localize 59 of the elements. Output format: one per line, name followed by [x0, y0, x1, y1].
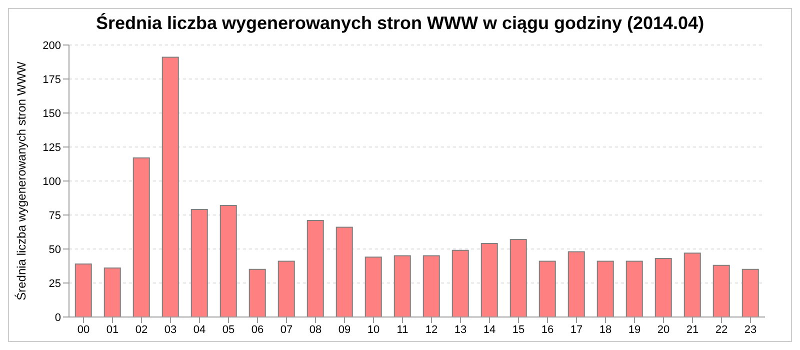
x-tick-label: 13 — [454, 324, 467, 336]
x-tick-label: 02 — [135, 324, 148, 336]
x-tick-label: 00 — [77, 324, 90, 336]
x-tick-label: 22 — [715, 324, 728, 336]
bar — [568, 251, 585, 317]
y-tick-label: 150 — [42, 108, 61, 120]
bar — [364, 256, 382, 317]
x-tick-label: 17 — [570, 324, 583, 336]
y-tick-label: 75 — [48, 210, 61, 222]
x-tick-label: 01 — [106, 324, 119, 336]
bar — [162, 56, 179, 317]
x-tick-label: 18 — [599, 324, 612, 336]
y-tick-label: 0 — [54, 312, 61, 324]
x-tick-label: 07 — [280, 324, 293, 336]
x-tick-label: 11 — [396, 324, 408, 336]
bar — [742, 268, 759, 317]
bar — [510, 238, 527, 317]
x-tick-label: 14 — [483, 324, 496, 336]
x-tick-label: 16 — [541, 324, 554, 336]
x-tick-label: 03 — [164, 324, 177, 336]
bar — [626, 260, 643, 317]
bar — [452, 250, 469, 317]
x-tick-label: 08 — [309, 324, 322, 336]
bar — [596, 260, 614, 317]
y-tick-label: 25 — [48, 278, 61, 290]
x-tick-label: 09 — [338, 324, 351, 336]
bar — [336, 226, 353, 317]
x-tick-label: 10 — [367, 324, 380, 336]
x-tick-label: 05 — [222, 324, 235, 336]
y-tick-label: 200 — [42, 40, 61, 52]
y-tick-label: 125 — [42, 142, 61, 154]
x-tick-label: 21 — [686, 324, 699, 336]
y-tick-label: 100 — [42, 176, 61, 188]
x-tick-label: 19 — [628, 324, 641, 336]
bar — [190, 209, 208, 317]
bar — [684, 252, 701, 317]
y-tick-label: 50 — [48, 244, 61, 256]
bar — [480, 243, 498, 317]
bar — [278, 260, 295, 317]
bar — [248, 268, 266, 317]
bar — [712, 264, 730, 317]
y-axis-title: Średnia liczba wygenerowanych stron WWW — [14, 60, 28, 300]
bar — [654, 258, 672, 317]
x-tick-label: 15 — [512, 324, 525, 336]
x-tick-label: 23 — [744, 324, 757, 336]
bar — [220, 204, 237, 317]
bar — [538, 260, 556, 317]
bar — [132, 157, 150, 317]
y-tick-label: 175 — [42, 74, 61, 86]
chart-title: Średnia liczba wygenerowanych stron WWW w ciągu godziny (2014.04) — [94, 12, 706, 35]
bar — [422, 255, 440, 317]
x-tick-label: 20 — [657, 324, 670, 336]
bar — [394, 255, 411, 317]
x-tick-label: 04 — [193, 324, 206, 336]
bar — [104, 268, 121, 317]
bar — [74, 263, 92, 317]
x-tick-label: 06 — [251, 324, 264, 336]
x-tick-label: 12 — [425, 324, 438, 336]
bar — [306, 220, 324, 317]
